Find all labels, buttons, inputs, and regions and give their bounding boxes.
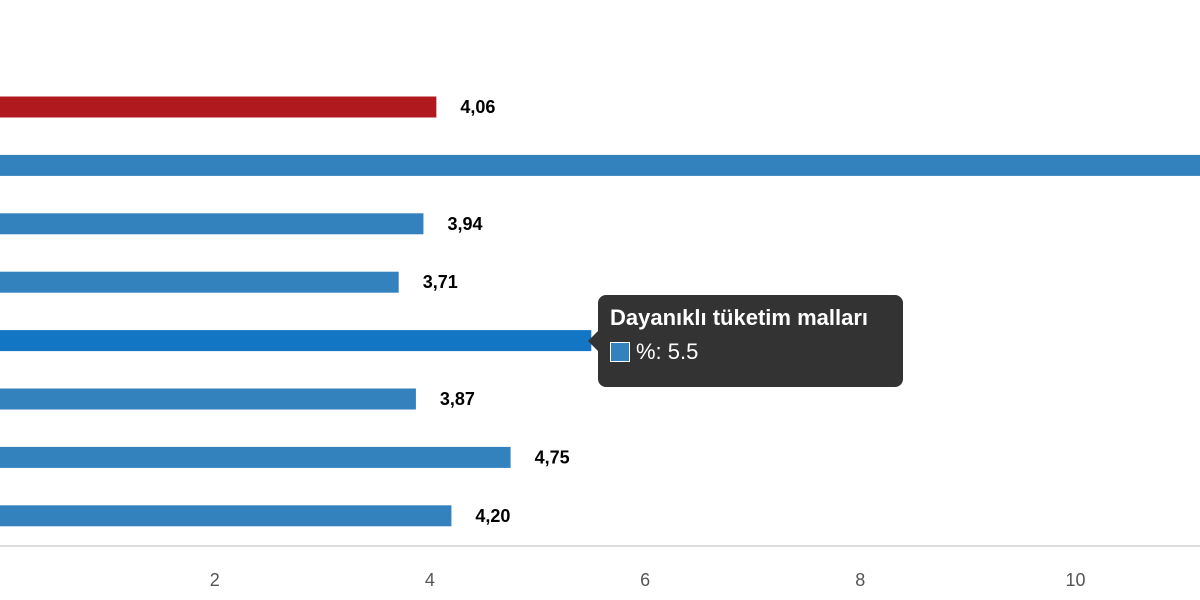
x-tick-label-1: 4	[425, 570, 435, 590]
tooltip-value-row: %: 5.5	[610, 339, 891, 365]
tooltip-title: Dayanıklı tüketim malları	[610, 305, 868, 330]
bar-value-label-0: 4,06	[460, 97, 495, 117]
tooltip-series-swatch	[610, 342, 630, 362]
x-tick-label-4: 10	[1065, 570, 1085, 590]
bar-value-label-5: 3,87	[440, 389, 475, 409]
tooltip: Dayanıklı tüketim malları %: 5.5	[588, 295, 903, 387]
bar-7[interactable]	[0, 505, 452, 527]
bar-0[interactable]	[0, 96, 437, 118]
bars-layer	[0, 96, 1200, 527]
bar-3[interactable]	[0, 271, 399, 293]
x-tick-label-2: 6	[640, 570, 650, 590]
x-axis-ticks: 2 4 6 8 10	[210, 570, 1086, 590]
bar-4[interactable]	[0, 330, 592, 352]
bar-value-label-7: 4,20	[475, 506, 510, 526]
bar-2[interactable]	[0, 213, 424, 235]
bar-value-label-3: 3,71	[423, 272, 458, 292]
x-tick-label-3: 8	[855, 570, 865, 590]
bar-value-label-6: 4,75	[535, 447, 570, 467]
value-labels-layer: 4,063,943,715,503,874,754,20	[423, 97, 651, 526]
x-tick-label-0: 2	[210, 570, 220, 590]
bar-1[interactable]	[0, 154, 1200, 176]
bar-5[interactable]	[0, 388, 416, 410]
tooltip-value: %: 5.5	[636, 339, 699, 364]
bar-6[interactable]	[0, 446, 511, 468]
bar-value-label-2: 3,94	[447, 214, 482, 234]
